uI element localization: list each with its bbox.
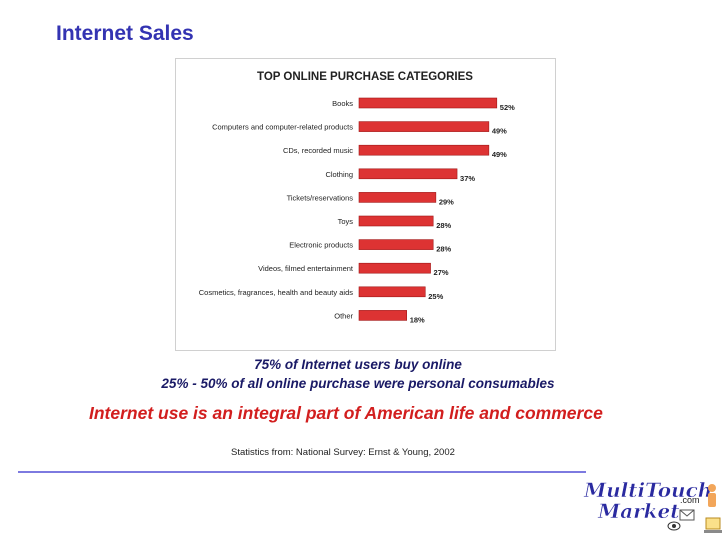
category-label: CDs, recorded music [283,146,353,155]
logo-text-line2: Market [597,499,680,523]
value-label: 27% [434,268,449,277]
stat-personal-consumables: 25% - 50% of all online purchase were pe… [161,376,555,391]
category-label: Clothing [325,170,353,179]
headline-statement: Internet use is an integral part of Amer… [89,403,603,423]
value-label: 37% [460,174,475,183]
value-label: 18% [410,315,425,324]
value-label: 25% [428,292,443,301]
bar [358,310,408,321]
bar [358,168,458,180]
logo-text-line1: MultiTouch [583,478,712,502]
multitouch-market-logo: MultiTouch Market .com [583,478,722,533]
bar [358,262,431,274]
category-label: Tickets/reservations [287,193,354,202]
bar [358,121,490,132]
value-label: 49% [492,150,507,159]
category-label: Cosmetics, fragrances, health and beauty… [199,288,354,297]
bar [358,286,426,298]
category-label: Toys [338,217,354,226]
logo-text-suffix: .com [680,495,700,505]
person-icon [708,484,716,507]
chart-container: TOP ONLINE PURCHASE CATEGORIES Books 52% C… [175,58,556,351]
bar [358,215,434,227]
source-citation: Statistics from: National Survey: Ernst … [231,447,455,458]
category-label: Computers and computer-related products [212,123,353,132]
value-label: 29% [439,197,454,206]
category-label: Books [332,99,353,108]
category-label: Electronic products [289,241,353,250]
category-label: Other [334,311,353,320]
bar [358,239,434,250]
bar [358,144,490,156]
category-label: Videos, filmed entertainment [258,264,354,273]
eye-icon [667,521,681,531]
bar [358,97,498,109]
bar-chart: TOP ONLINE PURCHASE CATEGORIES Books 52% C… [199,71,515,324]
slide-title: Internet Sales [56,22,194,45]
computer-icon [704,517,722,533]
bar [358,192,437,203]
value-label: 28% [436,221,451,230]
stat-internet-users: 75% of Internet users buy online [254,357,462,372]
envelope-icon [679,509,695,521]
footer-divider [18,471,586,473]
value-label: 52% [500,103,515,112]
value-label: 28% [436,245,451,254]
value-label: 49% [492,127,507,136]
chart-title: TOP ONLINE PURCHASE CATEGORIES [257,71,473,83]
bars-group: Books 52% Computers and computer-related p… [199,97,515,324]
